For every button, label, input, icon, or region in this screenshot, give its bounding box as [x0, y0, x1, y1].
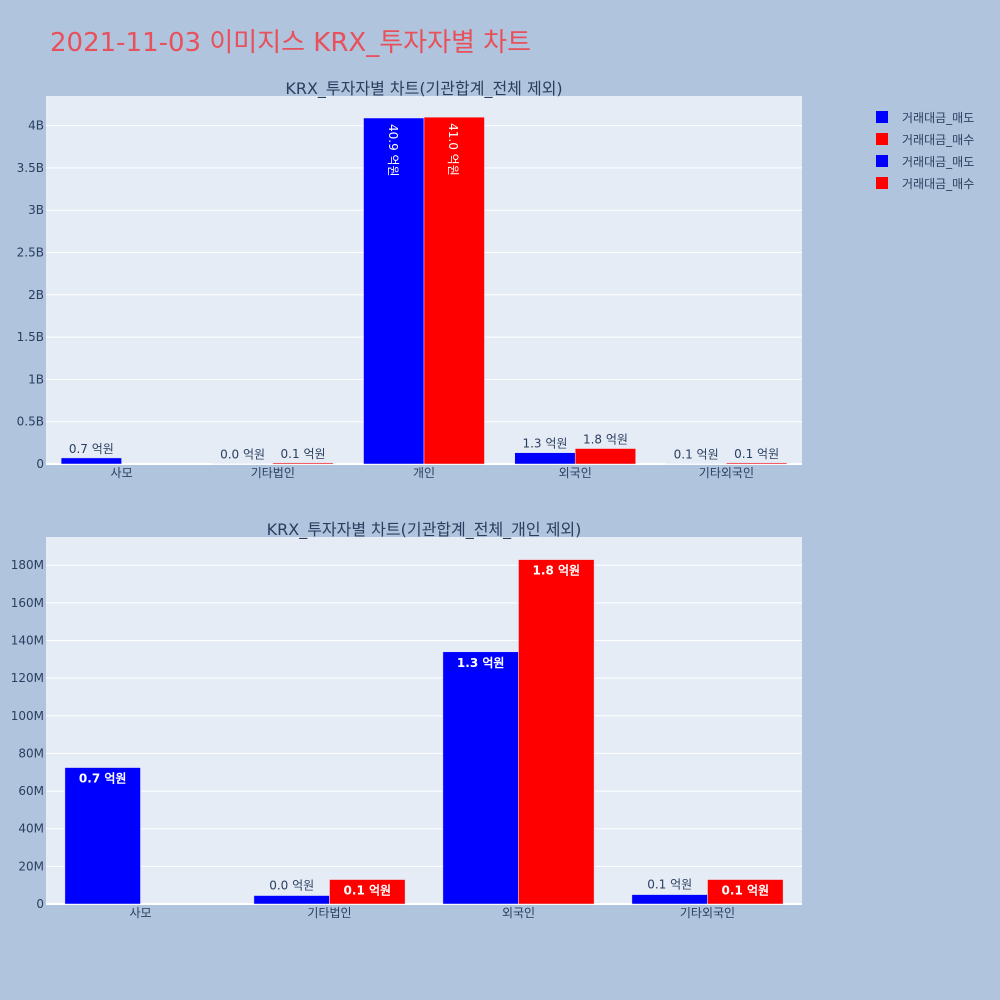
data-label: 0.7 억원 — [79, 772, 127, 786]
data-label: 41.0 억원 — [446, 123, 460, 176]
bar — [253, 895, 330, 905]
bar — [442, 651, 519, 905]
legend-label: 거래대금_매도 — [902, 110, 975, 125]
bar — [631, 894, 708, 905]
y-tick-label: 160M — [11, 596, 44, 610]
data-label: 0.0 억원 — [220, 448, 265, 462]
bar — [518, 559, 595, 905]
bar — [60, 457, 122, 465]
y-tick-label: 60M — [18, 784, 44, 798]
data-label: 0.0 억원 — [269, 879, 314, 893]
x-tick-label: 외국인 — [502, 906, 535, 920]
y-tick-label: 100M — [11, 709, 44, 723]
legend: 거래대금_매도 거래대금_매수 거래대금_매도 거래대금_매수 — [876, 106, 974, 194]
legend-item[interactable]: 거래대금_매도 — [876, 106, 974, 128]
bar — [726, 462, 788, 465]
legend-label: 거래대금_매수 — [902, 176, 975, 191]
legend-item[interactable]: 거래대금_매수 — [876, 128, 974, 150]
bar — [574, 448, 636, 465]
plot-area — [46, 537, 802, 904]
data-label: 1.3 억원 — [457, 656, 505, 670]
x-tick-label: 기타법인 — [307, 906, 351, 920]
y-tick-label: 0.5B — [17, 415, 44, 429]
legend-item[interactable]: 거래대금_매도 — [876, 150, 974, 172]
x-tick-label: 외국인 — [559, 466, 592, 480]
y-tick-label: 3B — [28, 203, 44, 217]
x-tick-label: 개인 — [413, 466, 435, 480]
x-tick-label: 기타법인 — [251, 466, 295, 480]
y-tick-label: 1.5B — [17, 330, 44, 344]
x-tick-label: 기타외국인 — [699, 466, 754, 480]
data-label: 1.8 억원 — [583, 433, 628, 447]
y-tick-label: 20M — [18, 859, 44, 873]
x-tick-label: 사모 — [129, 906, 151, 920]
chart-title: KRX_투자자별 차트(기관합계_전체 제외) — [285, 79, 562, 99]
data-label: 1.3 억원 — [522, 437, 567, 451]
bar — [272, 462, 334, 465]
legend-item[interactable]: 거래대금_매수 — [876, 172, 974, 194]
data-label: 1.8 억원 — [533, 564, 581, 578]
y-tick-label: 140M — [11, 634, 44, 648]
legend-label: 거래대금_매도 — [902, 154, 975, 169]
bar — [707, 879, 784, 905]
data-label: 0.1 억원 — [344, 884, 392, 898]
y-tick-label: 120M — [11, 671, 44, 685]
legend-swatch-sell — [876, 155, 888, 167]
data-label: 0.7 억원 — [69, 442, 114, 456]
data-label: 0.1 억원 — [674, 448, 719, 462]
legend-label: 거래대금_매수 — [902, 132, 975, 147]
data-label: 40.9 억원 — [386, 124, 400, 177]
y-tick-label: 1B — [28, 372, 44, 386]
y-tick-label: 2B — [28, 288, 44, 302]
y-tick-label: 40M — [18, 822, 44, 836]
data-label: 0.1 억원 — [647, 878, 692, 892]
legend-swatch-buy — [876, 177, 888, 189]
x-tick-label: 기타외국인 — [680, 906, 735, 920]
y-tick-label: 180M — [11, 558, 44, 572]
bar — [64, 767, 141, 905]
bar — [329, 879, 406, 905]
y-tick-label: 4B — [28, 119, 44, 133]
legend-swatch-sell — [876, 111, 888, 123]
y-tick-label: 80M — [18, 746, 44, 760]
bar — [514, 452, 576, 465]
data-label: 0.1 억원 — [281, 447, 326, 461]
x-tick-label: 사모 — [111, 466, 133, 480]
y-tick-label: 0 — [36, 897, 44, 911]
chart-title: KRX_투자자별 차트(기관합계_전체_개인 제외) — [267, 520, 582, 540]
y-tick-label: 3.5B — [17, 161, 44, 175]
y-tick-label: 0 — [36, 457, 44, 471]
page-title: 2021-11-03 이미지스 KRX_투자자별 차트 — [50, 28, 532, 58]
data-label: 0.1 억원 — [722, 884, 770, 898]
bar — [363, 117, 425, 465]
bar — [423, 116, 485, 465]
data-label: 0.1 억원 — [734, 447, 779, 461]
legend-swatch-buy — [876, 133, 888, 145]
y-tick-label: 2.5B — [17, 246, 44, 260]
